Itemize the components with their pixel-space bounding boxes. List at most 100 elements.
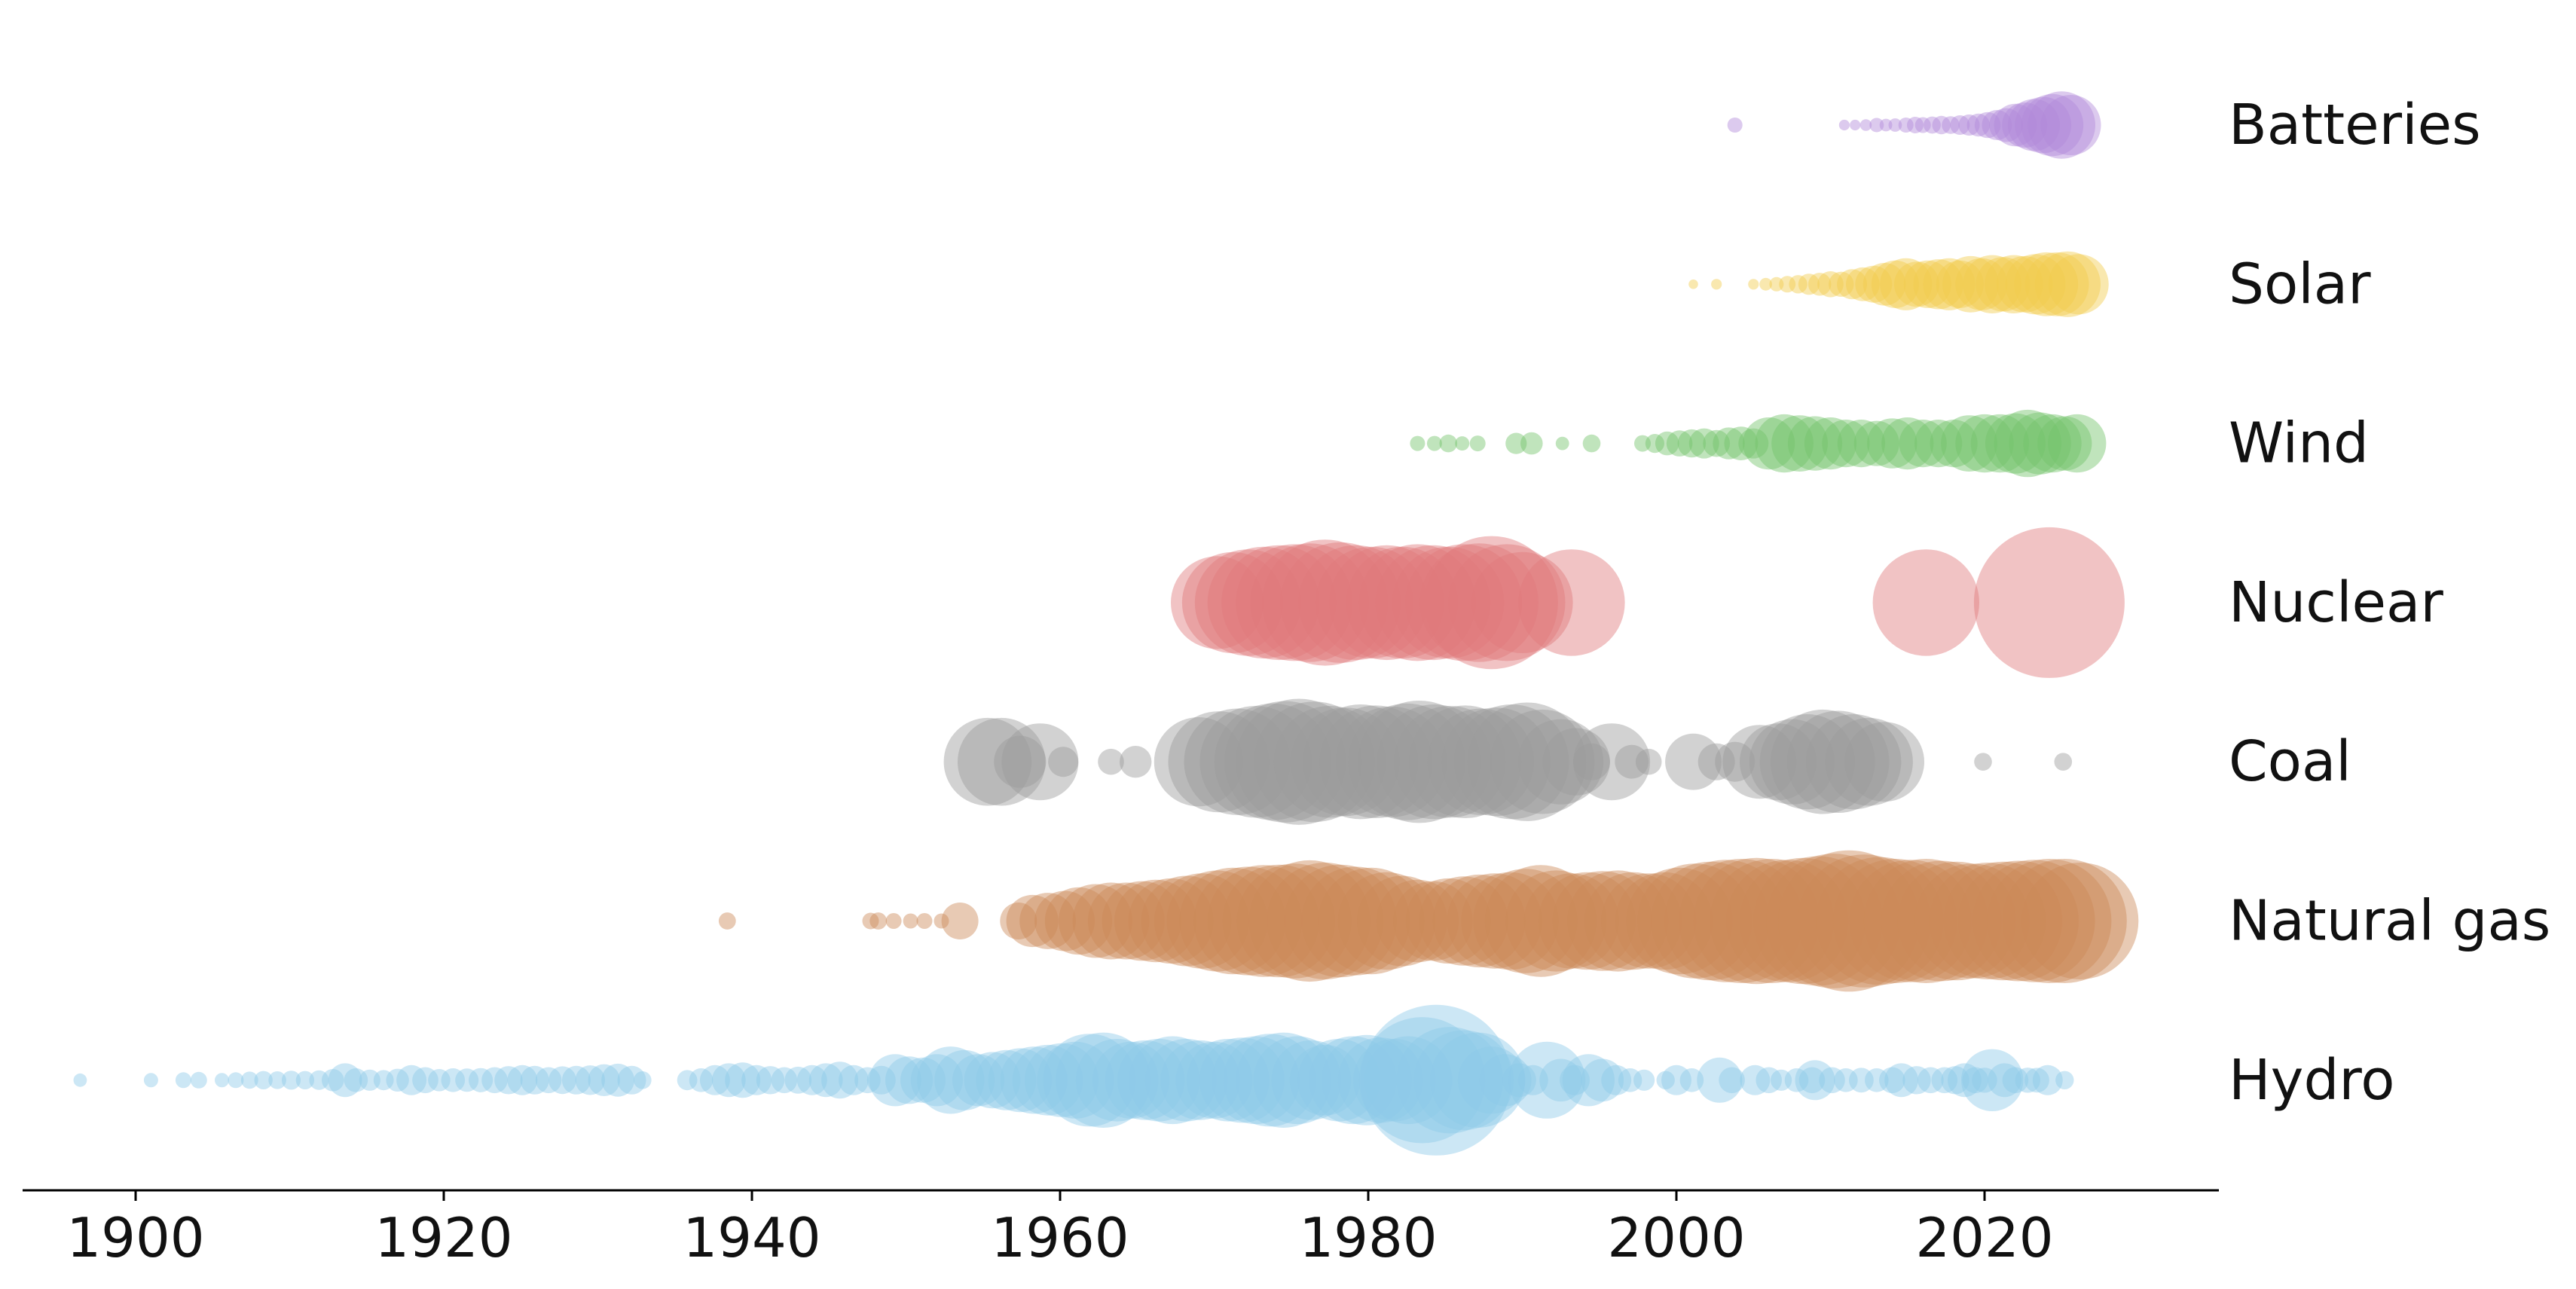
wind-bubble xyxy=(1755,414,1814,473)
wind-bubble xyxy=(1645,434,1664,454)
coal-bubble xyxy=(1273,706,1386,818)
natural-gas-bubble xyxy=(1726,860,1849,982)
series-solar xyxy=(1688,251,2109,317)
natural-gas-bubble xyxy=(1166,870,1268,972)
solar-bubble xyxy=(1779,276,1796,293)
hydro-bubble xyxy=(1043,1034,1136,1127)
natural-gas-bubble xyxy=(1072,882,1150,960)
coal-bubble xyxy=(1001,723,1079,801)
solar-bubble xyxy=(2024,252,2089,316)
natural-gas-bubble xyxy=(1881,860,2002,982)
natural-gas-bubble xyxy=(1447,873,1542,969)
hydro-bubble xyxy=(1322,1034,1412,1126)
solar-bubble xyxy=(1748,279,1759,290)
hydro-bubble xyxy=(1364,1036,1453,1125)
nuclear-bubble xyxy=(1181,551,1284,654)
nuclear-bubble xyxy=(1194,549,1302,656)
nuclear-bubble xyxy=(1375,545,1491,661)
wind-bubble xyxy=(2009,412,2071,475)
nuclear-bubble xyxy=(1315,546,1428,659)
hydro-bubble xyxy=(808,1063,843,1098)
hydro-bubble xyxy=(1865,1068,1889,1092)
natural-gas-bubble xyxy=(1301,866,1410,976)
solar-bubble xyxy=(1985,255,2043,313)
category-label-natural-gas: Natural gas xyxy=(2229,889,2550,954)
coal-bubble xyxy=(1303,704,1419,820)
hydro-bubble xyxy=(1502,1063,1536,1098)
x-tick-label: 1980 xyxy=(1299,1206,1437,1269)
wind-bubble xyxy=(1955,414,2014,473)
hydro-bubble xyxy=(885,1056,934,1104)
natural-gas-bubble xyxy=(1552,871,1653,971)
natural-gas-bubble xyxy=(1376,879,1459,963)
series-batteries xyxy=(1727,91,2101,159)
nuclear-bubble xyxy=(1448,544,1566,661)
batteries-bubble xyxy=(1994,103,2037,147)
natural-gas-bubble xyxy=(1664,860,1787,982)
coal-bubble xyxy=(1254,701,1375,823)
natural-gas-bubble xyxy=(1567,870,1669,972)
wind-bubble xyxy=(1655,431,1679,456)
hydro-bubble xyxy=(1879,1067,1905,1094)
coal-bubble xyxy=(1348,703,1465,820)
hydro-bubble xyxy=(412,1067,439,1094)
series-natural-gas xyxy=(718,850,2139,992)
hydro-bubble xyxy=(1562,1054,1615,1107)
coal-bubble xyxy=(1844,722,1925,802)
natural-gas-bubble xyxy=(1019,893,1076,949)
coal-bubble xyxy=(1427,708,1535,815)
hydro-bubble xyxy=(1309,1036,1397,1125)
hydro-bubble xyxy=(73,1073,87,1087)
natural-gas-bubble xyxy=(1987,859,2112,983)
natural-gas-bubble xyxy=(1626,867,1733,975)
hydro-bubble xyxy=(689,1068,714,1092)
natural-gas-bubble xyxy=(1897,861,2016,981)
coal-bubble xyxy=(1098,748,1124,775)
natural-gas-bubble xyxy=(1059,884,1132,958)
hydro-bubble xyxy=(1798,1067,1826,1094)
solar-bubble xyxy=(1789,275,1807,294)
natural-gas-bubble xyxy=(1000,903,1037,939)
coal-bubble xyxy=(1740,723,1817,801)
natural-gas-bubble xyxy=(1141,875,1232,967)
coal-bubble xyxy=(958,717,1046,806)
natural-gas-bubble xyxy=(1601,873,1697,969)
natural-gas-bubble xyxy=(1778,850,1920,992)
natural-gas-bubble xyxy=(1914,863,2030,979)
hydro-bubble xyxy=(1105,1040,1185,1120)
solar-bubble xyxy=(1913,259,1963,310)
hydro-bubble xyxy=(441,1068,466,1092)
coal-bubble xyxy=(2054,753,2073,771)
hydro-bubble xyxy=(428,1069,451,1092)
wind-bubble xyxy=(1666,430,1693,457)
batteries-bubble xyxy=(1859,119,1872,131)
coal-bubble xyxy=(1697,743,1735,780)
natural-gas-bubble xyxy=(1034,890,1095,951)
hydro-bubble xyxy=(1358,1017,1486,1144)
hydro-bubble xyxy=(1271,1040,1352,1120)
wind-bubble xyxy=(1582,434,1601,453)
coal-bubble xyxy=(1518,719,1604,805)
coal-bubble xyxy=(1806,714,1902,810)
hydro-bubble xyxy=(1457,1046,1526,1114)
nuclear-bubble xyxy=(1346,546,1459,659)
coal-bubble xyxy=(1786,710,1890,813)
hydro-bubble xyxy=(1289,1044,1361,1116)
solar-bubble xyxy=(2014,252,2079,316)
wind-bubble xyxy=(1505,432,1527,454)
wind-bubble xyxy=(2023,414,2082,473)
natural-gas-bubble xyxy=(1102,881,1182,961)
hydro-bubble xyxy=(910,1054,963,1107)
wind-bubble xyxy=(1787,416,1843,471)
coal-bubble xyxy=(1635,748,1662,775)
wind-bubble xyxy=(1455,436,1470,451)
solar-bubble xyxy=(1903,260,1951,308)
coal-bubble xyxy=(1120,746,1152,778)
category-label-hydro: Hydro xyxy=(2229,1048,2394,1113)
natural-gas-bubble xyxy=(903,913,918,929)
hydro-bubble xyxy=(1931,1067,1958,1094)
x-tick-label: 2000 xyxy=(1607,1206,1745,1269)
batteries-bubble xyxy=(1974,111,2001,139)
natural-gas-bubble xyxy=(1432,874,1526,968)
hydro-bubble xyxy=(1517,1064,1548,1095)
